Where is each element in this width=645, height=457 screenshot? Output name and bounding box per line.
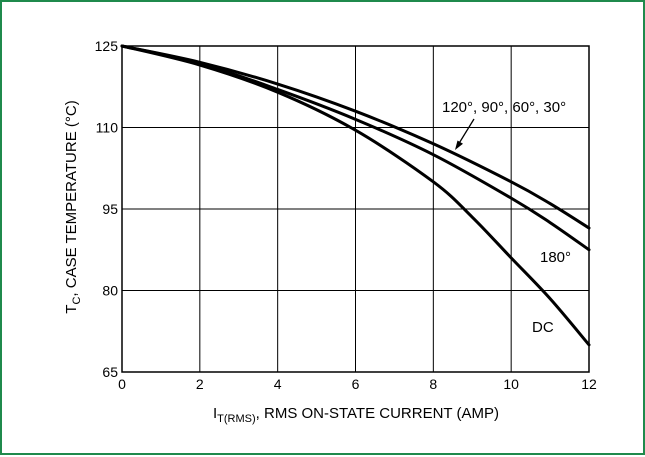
series-180-line [120, 44, 591, 252]
curves [120, 44, 591, 347]
x-tick-label-4: 8 [429, 376, 437, 392]
x-tick-label-0: 0 [118, 376, 126, 392]
x-tick-label-6: 12 [581, 376, 597, 392]
label-angles-arrow-line [457, 118, 475, 146]
x-tick-label-2: 4 [274, 376, 282, 392]
y-axis-symbol: T [63, 305, 80, 314]
x-axis-subscript: T(RMS) [217, 413, 256, 425]
y-axis-label: TC, CASE TEMPERATURE (°C) [63, 100, 83, 313]
label-180: 180° [540, 249, 571, 266]
x-tick-label-5: 10 [503, 376, 519, 392]
x-tick-label-3: 6 [352, 376, 360, 392]
series-dc-line [120, 44, 591, 347]
y-tick-label-0: 65 [102, 364, 118, 380]
label-angles: 120°, 90°, 60°, 30° [442, 99, 566, 116]
label-angles-arrowhead [455, 140, 463, 150]
x-axis-text: , RMS ON-STATE CURRENT (AMP) [256, 405, 499, 422]
plot-border [121, 45, 590, 373]
x-axis-symbol: I [213, 405, 217, 422]
tick-labels: 0 2 4 6 8 10 12 65 80 95 110 125 [95, 38, 597, 392]
y-tick-label-4: 125 [95, 38, 119, 54]
y-tick-label-3: 110 [96, 120, 119, 136]
x-tick-label-1: 2 [196, 376, 204, 392]
axes [121, 45, 590, 373]
y-axis-text: , CASE TEMPERATURE (°C) [63, 100, 80, 296]
x-axis-label: IT(RMS), RMS ON-STATE CURRENT (AMP) [213, 405, 499, 425]
label-dc: DC [532, 319, 554, 336]
grid [121, 45, 590, 373]
y-tick-label-1: 80 [102, 283, 118, 299]
y-axis-subscript: C [71, 297, 83, 305]
y-tick-label-2: 95 [102, 201, 118, 217]
